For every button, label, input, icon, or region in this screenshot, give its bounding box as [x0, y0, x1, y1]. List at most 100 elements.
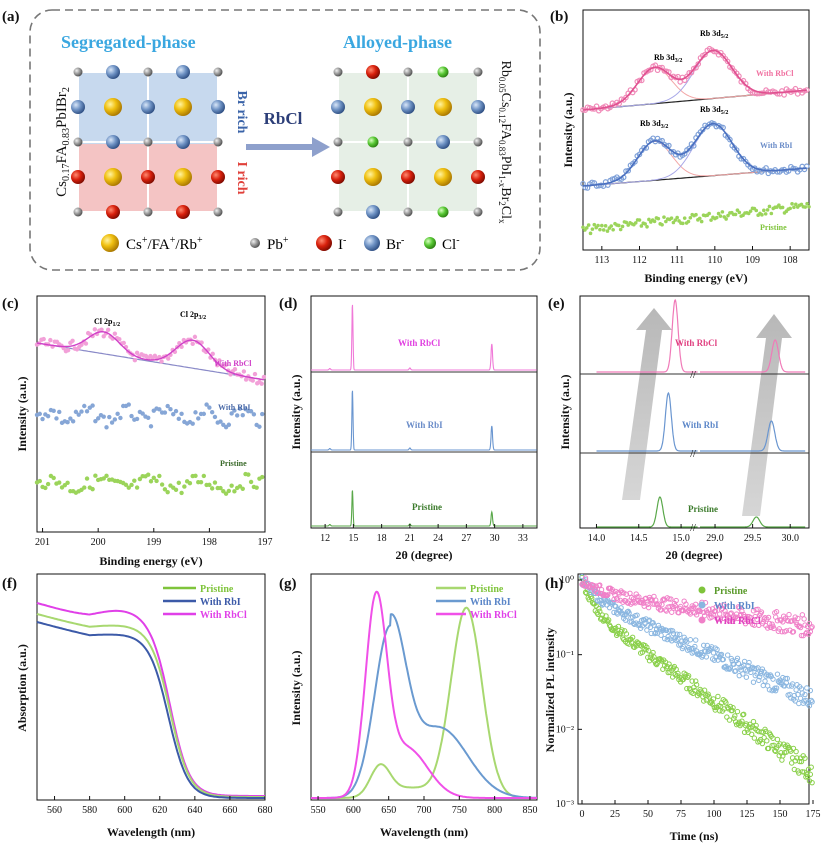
- b-rbcl-fit: [582, 49, 807, 111]
- pb-ion: [143, 207, 153, 217]
- legend-i: I-: [338, 235, 346, 253]
- c-pristine-point: [232, 489, 237, 494]
- b-pristine-point: [643, 222, 647, 226]
- c-pristine-point: [90, 486, 95, 492]
- h-pristine-point: [715, 693, 721, 700]
- c-pristine-point: [134, 485, 140, 490]
- halide-ion: [141, 170, 155, 184]
- d-xlabel: 2θ (degree): [395, 548, 452, 562]
- b-pristine-point: [762, 208, 766, 213]
- e-series-rbcl: With RbCl: [675, 338, 718, 348]
- d-x-tick-label: 27: [461, 533, 471, 544]
- h-pristine-point: [802, 755, 808, 761]
- h-pristine-point: [807, 771, 814, 778]
- c-pristine-point: [43, 485, 48, 491]
- c-rbi-point: [251, 412, 257, 417]
- h-rbcl-point: [780, 619, 786, 625]
- b-peak-label-rbi-1: Rb 3d3/2: [640, 119, 668, 130]
- b-series-rbi: With RbI: [760, 141, 793, 150]
- h-rbcl-point: [697, 608, 703, 614]
- halide-ion: [106, 205, 120, 219]
- c-rbi-point: [148, 424, 154, 429]
- c-rbcl-point: [217, 358, 222, 363]
- h-rbcl-point: [744, 613, 750, 620]
- halide-ion: [176, 135, 190, 149]
- f-x-tick-label: 560: [47, 805, 62, 816]
- h-rbi-point: [693, 637, 699, 643]
- h-rbi-point: [804, 685, 810, 691]
- b-rbi-point: [663, 143, 670, 149]
- h-xlabel: Time (ns): [670, 829, 719, 843]
- h-rbi-point: [807, 687, 814, 694]
- h-rbi-point: [809, 699, 815, 705]
- panel-e: (e) // // // With RbCl With RbI Pristine 2…: [548, 295, 810, 562]
- c-pristine-point: [198, 479, 204, 485]
- h-pristine-point: [717, 703, 724, 710]
- panel-b-label: (b): [550, 9, 568, 25]
- h-pristine-point: [701, 698, 707, 704]
- h-rbi-point: [600, 601, 607, 607]
- c-rbi-point: [40, 416, 45, 422]
- h-rbcl-point: [605, 592, 611, 598]
- h-legend: Pristine With RbI With RbCl: [698, 586, 761, 627]
- b-x-tick-label: 111: [670, 255, 684, 266]
- c-pristine-point: [154, 478, 159, 484]
- c-pristine-point: [65, 480, 70, 486]
- halide-ion: [437, 206, 449, 218]
- b-x-tick-label: 113: [595, 255, 610, 266]
- h-rbi-point: [799, 690, 806, 696]
- h-rbcl-point: [750, 608, 757, 614]
- h-y-tick-label: 10⁻¹: [556, 650, 574, 661]
- h-pristine-point: [599, 612, 606, 618]
- c-rbcl-point: [243, 377, 249, 382]
- b-pristine-point: [699, 219, 704, 224]
- h-pristine-point: [605, 617, 612, 623]
- c-rbi-point: [162, 410, 168, 415]
- h-x-tick-label: 50: [643, 809, 653, 820]
- pb-ion: [143, 137, 153, 147]
- h-rbi-point: [622, 617, 629, 623]
- c-pristine-point: [182, 484, 187, 489]
- b-x-tick-label: 112: [632, 255, 647, 266]
- c-pristine-point: [126, 485, 131, 490]
- g-x-tick-label: 600: [346, 805, 361, 816]
- halide-ion: [367, 136, 379, 148]
- g-ylabel: Intensity (a.u.): [289, 650, 303, 725]
- e-shift-arrow-left: [622, 308, 672, 500]
- c-pristine-point: [132, 478, 137, 483]
- h-legend-pristine: Pristine: [714, 586, 748, 597]
- h-legend-rbi: With RbI: [714, 601, 755, 612]
- panel-a: (a) Segregated-phase Alloyed-phase Br ri…: [2, 9, 541, 271]
- c-x-tick-label: 197: [258, 537, 273, 548]
- h-rbcl-point: [623, 591, 630, 597]
- h-rbcl-point: [688, 605, 694, 612]
- h-y-tick-label: 10⁻³: [556, 799, 574, 810]
- halide-ion: [331, 100, 345, 114]
- b-pristine-point: [605, 229, 610, 233]
- g-x-tick-label: 800: [487, 805, 502, 816]
- e-series-pristine: Pristine: [688, 504, 718, 514]
- c-rbi-point: [65, 420, 70, 425]
- h-pristine-point: [753, 722, 759, 729]
- h-rbi-point: [795, 691, 801, 698]
- c-rbi-point: [82, 403, 87, 409]
- h-rbcl-point: [653, 601, 660, 607]
- c-rbcl-point: [48, 337, 53, 343]
- c-rbcl-point: [105, 327, 111, 333]
- b-pristine-point: [616, 223, 621, 228]
- c-rbi-point: [146, 415, 151, 420]
- h-pristine-point: [790, 745, 797, 752]
- c-rbi-point: [84, 409, 90, 414]
- c-rbcl-point: [223, 362, 229, 368]
- e-xlabel: 2θ (degree): [665, 548, 722, 562]
- e-axis-break: //: [690, 449, 696, 460]
- h-pristine-point: [730, 705, 736, 711]
- c-rbcl-point: [210, 351, 215, 357]
- c-pristine-point: [101, 476, 106, 481]
- halide-ion: [71, 170, 85, 184]
- b-rbcl-point: [688, 69, 695, 76]
- h-rbi-point: [802, 691, 808, 698]
- h-rbi-point: [772, 685, 778, 691]
- h-pristine-point: [808, 764, 814, 770]
- h-pristine-point: [689, 678, 695, 684]
